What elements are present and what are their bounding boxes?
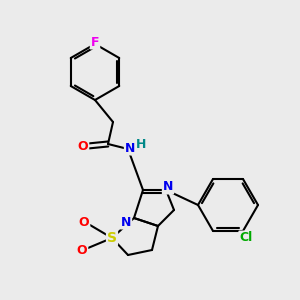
Text: N: N [125,142,135,154]
Text: H: H [136,139,146,152]
Text: S: S [107,231,117,245]
Text: N: N [163,181,173,194]
Text: N: N [121,215,131,229]
Text: O: O [77,244,87,256]
Text: O: O [78,140,88,152]
Text: Cl: Cl [239,232,253,244]
Text: O: O [79,217,89,230]
Text: F: F [91,35,99,49]
